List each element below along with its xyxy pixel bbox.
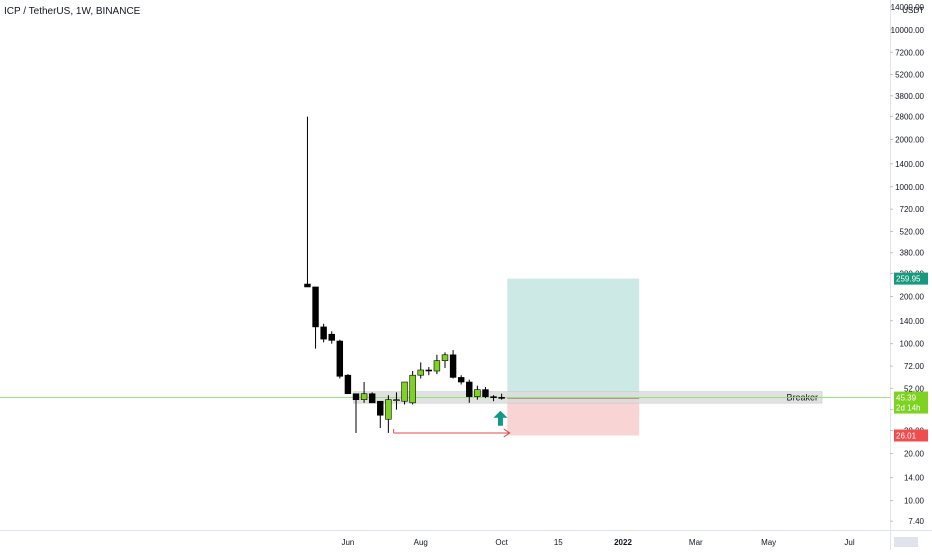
candle-body xyxy=(425,369,433,372)
candle-body xyxy=(466,381,473,397)
y-tick-label: 520.00 xyxy=(900,227,925,236)
y-tick-label: 100.00 xyxy=(900,340,925,349)
candle xyxy=(368,392,376,404)
candle-body xyxy=(393,399,400,401)
x-tick-label: 2022 xyxy=(614,538,632,547)
candle-body xyxy=(328,333,335,341)
candle xyxy=(352,393,360,433)
candle-body xyxy=(352,393,360,400)
candle xyxy=(312,286,319,349)
candle-body xyxy=(474,389,481,397)
candle xyxy=(360,382,368,403)
y-tick-label: 1000.00 xyxy=(895,183,924,192)
candle-body xyxy=(336,340,344,377)
stop-zone xyxy=(507,397,640,436)
target-zone xyxy=(507,278,640,398)
candle-body xyxy=(457,377,465,383)
red-arrow-head xyxy=(503,428,511,438)
candle xyxy=(441,352,449,369)
axis-settings-icon xyxy=(894,537,918,547)
candle xyxy=(304,116,311,288)
candle-body xyxy=(401,381,408,402)
candle xyxy=(377,400,384,429)
x-tick-label: Mar xyxy=(689,538,703,547)
candle xyxy=(336,339,344,379)
candle-body xyxy=(385,399,392,420)
candle xyxy=(490,395,497,402)
y-tick-label: 14.00 xyxy=(904,474,925,483)
candle-body xyxy=(417,369,424,376)
y-tick-label: 5200.00 xyxy=(895,70,924,79)
candle-body xyxy=(320,326,327,340)
price-tag-label: 26.01 xyxy=(896,431,917,440)
current-price-tag-label: 2d 14h xyxy=(896,404,920,413)
y-tick-label: 7.40 xyxy=(908,517,924,526)
y-tick-label: 7200.00 xyxy=(895,48,924,57)
y-tick-label: 52.00 xyxy=(904,384,925,393)
y-tick-label: 3800.00 xyxy=(895,92,924,101)
candle xyxy=(498,393,505,400)
candle xyxy=(417,362,424,379)
symbol-title: ICP / TetherUS, 1W, BINANCE xyxy=(4,6,141,17)
y-tick-label: 14000.00 xyxy=(891,3,925,12)
y-tick-label: 720.00 xyxy=(900,205,925,214)
candle-body xyxy=(304,283,311,288)
y-tick-label: 2800.00 xyxy=(895,113,924,122)
candle-body xyxy=(482,389,489,397)
candle-body xyxy=(312,286,319,328)
x-tick-label: May xyxy=(761,538,776,547)
y-tick-label: 20.00 xyxy=(904,449,925,458)
candle-body xyxy=(360,393,368,400)
candle xyxy=(385,395,392,433)
price-tag-label: 259.95 xyxy=(896,275,921,284)
candle xyxy=(482,386,489,399)
candle xyxy=(328,331,335,344)
candle xyxy=(393,392,400,410)
unit-label: USDT xyxy=(902,6,924,15)
candle-body xyxy=(377,400,384,416)
price-tag-bg xyxy=(894,272,928,285)
y-tick-label: 10.00 xyxy=(904,497,925,506)
x-tick-label: Jul xyxy=(844,538,854,547)
candle xyxy=(425,367,433,376)
up-arrow-icon xyxy=(493,410,508,426)
current-price-tag-label: 45.39 xyxy=(896,394,917,403)
candle xyxy=(320,323,327,343)
candle xyxy=(344,374,352,395)
y-tick-label: 10000.00 xyxy=(891,26,925,35)
y-tick-label: 140.00 xyxy=(900,317,925,326)
candle-body xyxy=(498,397,505,399)
candle-body xyxy=(409,374,416,404)
candle xyxy=(457,375,465,385)
y-tick-label: 1400.00 xyxy=(895,160,924,169)
y-tick-label: 72.00 xyxy=(904,362,925,371)
current-price-tag-bg xyxy=(894,391,928,414)
x-tick-label: 15 xyxy=(554,538,563,547)
candle-body xyxy=(449,354,457,378)
candle xyxy=(474,385,481,400)
y-tick-label: 380.00 xyxy=(900,249,925,258)
x-tick-label: Aug xyxy=(414,538,428,547)
candle xyxy=(409,371,416,405)
candle-body xyxy=(433,360,441,372)
candle-body xyxy=(490,396,497,398)
y-tick-label: 2000.00 xyxy=(895,136,924,145)
price-tag-bg xyxy=(894,429,928,442)
candle xyxy=(433,354,441,375)
candle xyxy=(466,379,473,403)
candle-body xyxy=(441,354,449,361)
y-tick-label: 200.00 xyxy=(900,292,925,301)
candle xyxy=(401,381,408,405)
x-tick-label: Oct xyxy=(495,538,508,547)
candle xyxy=(449,350,457,379)
candle-body xyxy=(344,374,352,395)
x-tick-label: Jun xyxy=(341,538,354,547)
candle-body xyxy=(368,393,376,404)
